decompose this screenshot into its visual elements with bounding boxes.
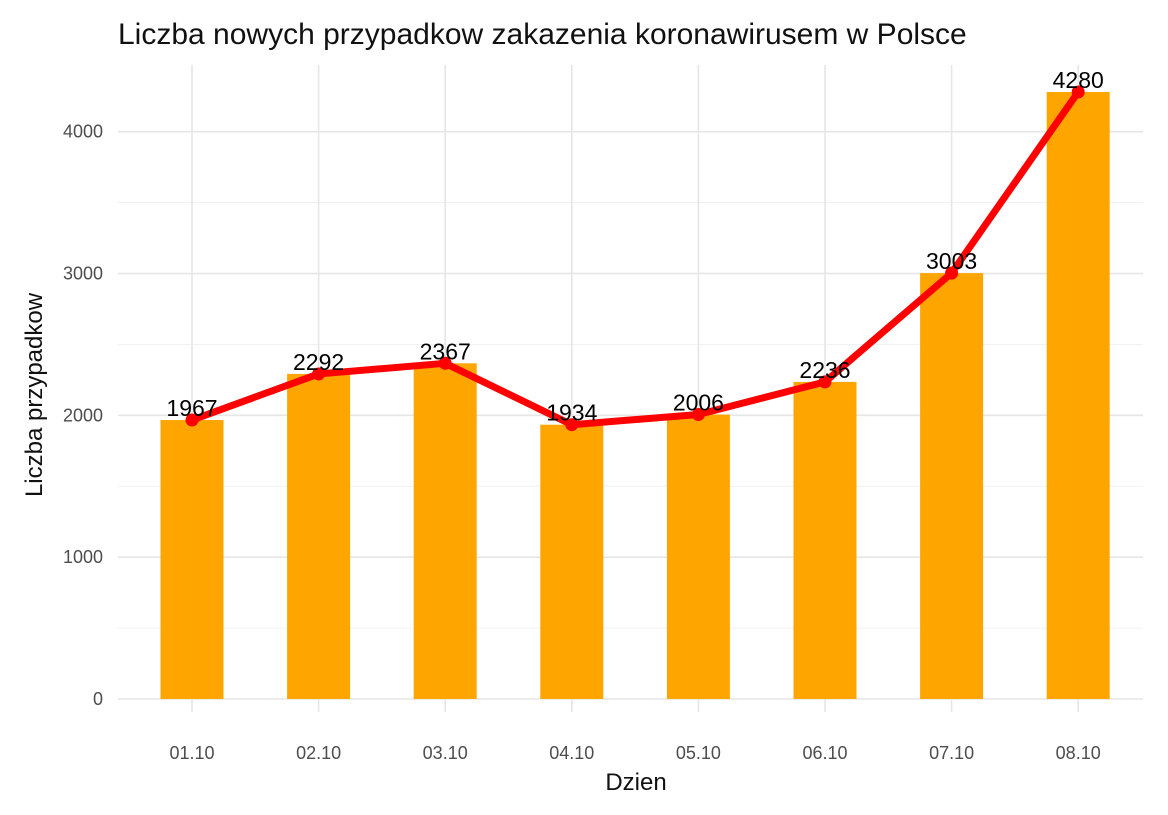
bar-03.10 [413,363,477,699]
data-labels: 1967 2292 2367 1934 2006 2236 3003 4280 [166,67,1103,426]
x-tick-label: 04.10 [549,743,594,763]
line-path [188,88,1082,429]
point-08.10 [1071,85,1085,99]
x-tick-label: 06.10 [802,743,847,763]
bar-01.10 [160,420,224,699]
data-label: 4280 [1053,67,1104,93]
x-tick-label: 03.10 [423,743,468,763]
y-tick-label: 0 [93,689,103,709]
bar-08.10 [1046,92,1110,699]
y-tick-label: 1000 [63,547,103,567]
point-01.10 [185,413,199,427]
point-05.10 [691,408,705,422]
point-04.10 [565,418,579,432]
bar-06.10 [793,381,857,699]
x-tick-label: 05.10 [676,743,721,763]
line-series [188,88,1082,429]
x-tick-label: 07.10 [929,743,974,763]
x-tick-label: 08.10 [1056,743,1101,763]
y-axis-title: Liczba przypadkow [21,292,48,497]
data-label: 2367 [420,338,471,364]
x-axis-title: Dzien [605,769,666,796]
y-tick-label: 2000 [63,405,103,425]
data-label: 2292 [293,349,344,375]
chart-title: Liczba nowych przypadkow zakazenia koron… [118,18,967,51]
bars [160,92,1110,699]
y-axis-ticks: 0 1000 2000 3000 4000 [63,122,103,709]
data-label: 1934 [546,400,597,426]
x-tick-label: 01.10 [169,743,214,763]
bar-04.10 [540,424,604,699]
y-tick-label: 4000 [63,122,103,142]
bar-02.10 [287,373,351,699]
bar-07.10 [920,273,984,699]
point-03.10 [438,356,452,370]
data-label: 2006 [673,390,724,416]
bar-05.10 [666,414,730,699]
point-06.10 [818,375,832,389]
x-tick-label: 02.10 [296,743,341,763]
line-points [185,85,1085,432]
point-02.10 [312,367,326,381]
y-tick-label: 3000 [63,264,103,284]
data-label: 3003 [926,248,977,274]
point-07.10 [945,266,959,280]
data-label: 2236 [799,357,850,383]
data-label: 1967 [166,395,217,421]
x-axis-ticks: 01.10 02.10 03.10 04.10 05.10 06.10 07.10 08.10 [169,743,1100,763]
